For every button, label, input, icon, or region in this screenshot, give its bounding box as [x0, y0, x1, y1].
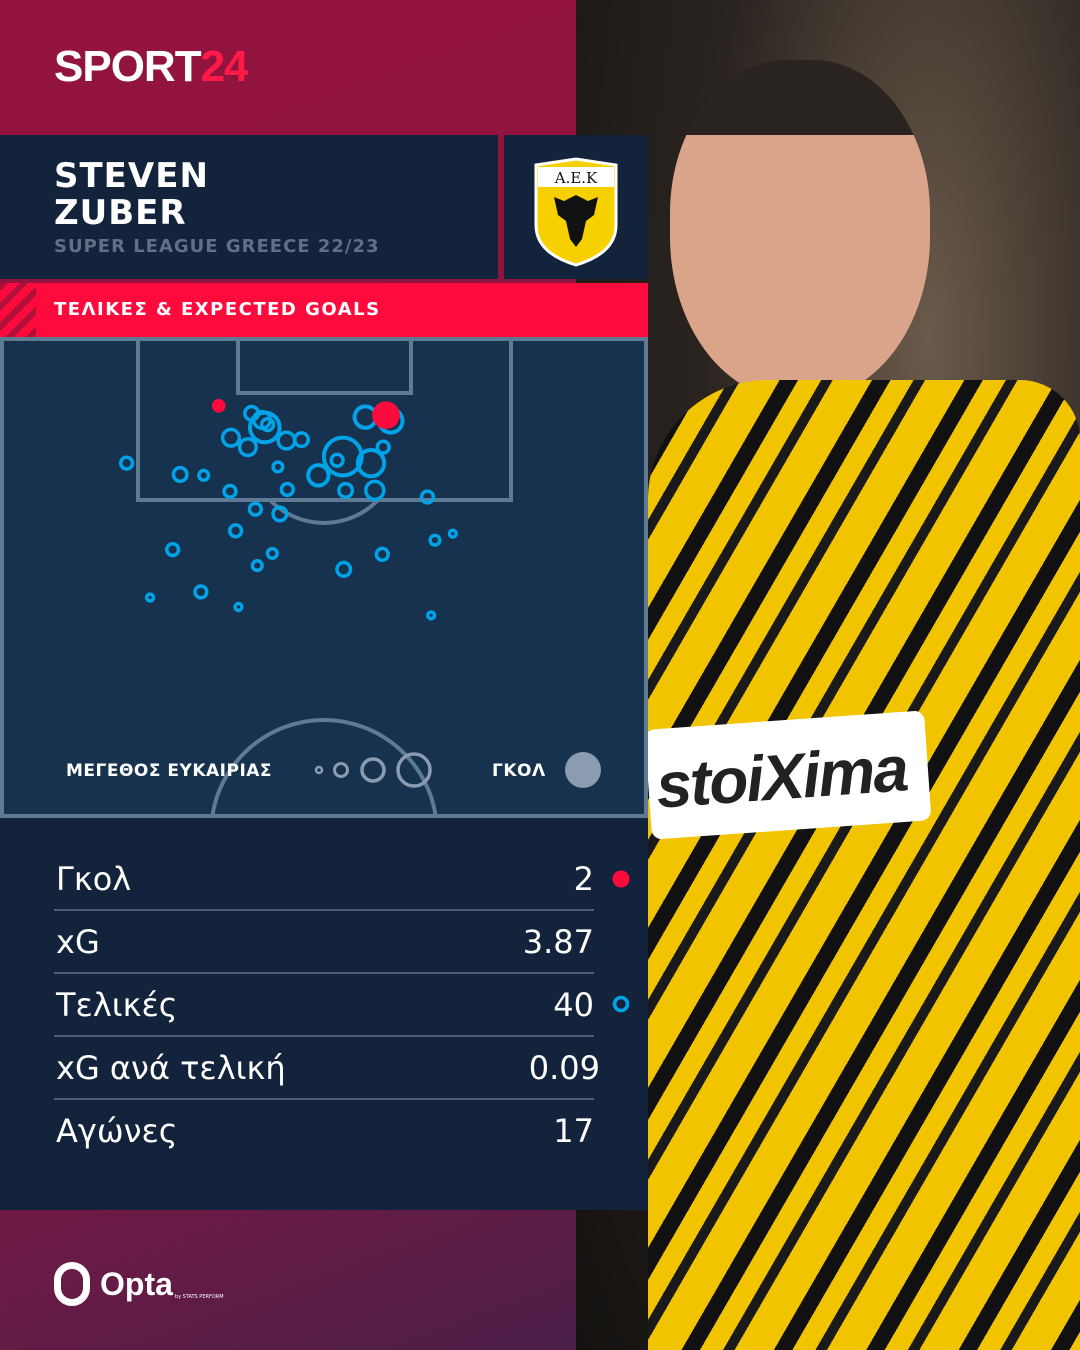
opta-text: Opta [100, 1265, 173, 1302]
divider [54, 972, 594, 974]
shot-marker [265, 546, 279, 560]
divider [54, 909, 594, 911]
shot-marker [419, 489, 436, 505]
section-title: ΤΕΛΙΚΕΣ & EXPECTED GOALS [54, 299, 381, 320]
shot-marker [292, 431, 310, 449]
club-crest-card: Α.Ε.Κ [504, 135, 648, 279]
shot-marker [247, 501, 264, 517]
goal-dot-icon [612, 870, 630, 888]
shot-marker [329, 452, 345, 468]
penalty-arc [268, 498, 380, 525]
shot-marker [247, 410, 282, 445]
shot-map: ΜΕΓΕΘΟΣ ΕΥΚΑΙΡΙΑΣ ΓΚΟΛ [0, 337, 648, 819]
shot-marker [250, 559, 264, 573]
shot-marker [228, 523, 244, 539]
shot-marker [259, 416, 276, 433]
player-photo-head [670, 60, 930, 400]
divider [54, 1035, 594, 1037]
competition-label: SUPER LEAGUE GREECE 22/23 [54, 236, 380, 257]
stat-label-goals: Γκολ [56, 860, 132, 898]
shot-marker [426, 610, 437, 621]
stat-label-xg-per-shot: xG ανά τελική [56, 1049, 286, 1087]
shot-marker [144, 592, 156, 603]
legend-size-m [360, 757, 386, 783]
shot-marker [428, 533, 442, 547]
stat-value-shots: 40 [553, 986, 594, 1024]
shot-marker [222, 483, 238, 499]
shot-marker [271, 505, 289, 523]
shot-marker [355, 447, 387, 479]
shot-marker [271, 460, 285, 474]
player-first-name: STEVEN [54, 156, 209, 196]
legend-size-xs [314, 765, 324, 775]
banner-stripes [0, 283, 36, 337]
shot-marker [279, 481, 295, 498]
shot-marker [193, 584, 209, 600]
legend-size-s [333, 762, 349, 778]
legend-goal-label: ΓΚΟΛ [492, 761, 546, 781]
shot-marker [364, 479, 386, 502]
shot-marker [118, 455, 135, 471]
shot-marker [220, 427, 242, 448]
aek-crest-icon: Α.Ε.Κ [534, 157, 618, 267]
goal-marker [372, 401, 400, 429]
svg-text:Α.Ε.Κ: Α.Ε.Κ [554, 169, 598, 187]
section-banner [0, 283, 648, 337]
shot-marker [375, 439, 391, 455]
shot-marker [447, 528, 458, 539]
stats-panel: Γκολ 2 xG 3.87 Τελικές 40 xG ανά τελική … [0, 818, 648, 1210]
shot-marker [171, 465, 189, 483]
shot-marker [374, 546, 390, 562]
player-last-name: ZUBER [54, 193, 187, 233]
opta-subtext: by STATS PERFORM [174, 1294, 224, 1300]
stat-value-xg: 3.87 [522, 923, 594, 961]
legend-goal-marker [565, 752, 601, 788]
player-card [0, 135, 498, 279]
sport24-logo: SPORT24 [54, 42, 249, 92]
shot-marker [233, 601, 244, 613]
stat-label-shots: Τελικές [56, 986, 178, 1024]
logo-text-white: SPORT [54, 42, 202, 91]
shot-ring-icon [612, 995, 630, 1013]
shots-layer [118, 398, 458, 621]
shot-marker [335, 560, 353, 578]
divider [54, 1098, 594, 1100]
player-photo-shirt [648, 380, 1080, 1350]
stat-label-xg: xG [56, 923, 100, 961]
pitch-outline [0, 337, 648, 818]
shot-marker [306, 463, 331, 488]
legend-size-label: ΜΕΓΕΘΟΣ ΕΥΚΑΙΡΙΑΣ [66, 761, 272, 781]
legend-size-l [396, 752, 432, 788]
opta-logo: Opta by STATS PERFORM [54, 1262, 224, 1306]
logo-text-red: 24 [200, 42, 249, 91]
shot-marker [197, 468, 211, 482]
shot-marker [237, 437, 258, 458]
shot-map-svg: ΜΕΓΕΘΟΣ ΕΥΚΑΙΡΙΑΣ ΓΚΟΛ [0, 337, 648, 819]
stat-label-matches: Αγώνες [56, 1112, 178, 1150]
stat-value-matches: 17 [553, 1112, 594, 1150]
center-circle [210, 718, 438, 819]
shot-marker [165, 541, 181, 558]
stat-value-xg-per-shot: 0.09 [528, 1049, 600, 1087]
goal-marker [211, 398, 226, 413]
opta-mark-icon [54, 1262, 90, 1306]
shot-marker [337, 481, 355, 499]
six-yard-box [236, 337, 413, 395]
stat-value-goals: 2 [573, 860, 594, 898]
